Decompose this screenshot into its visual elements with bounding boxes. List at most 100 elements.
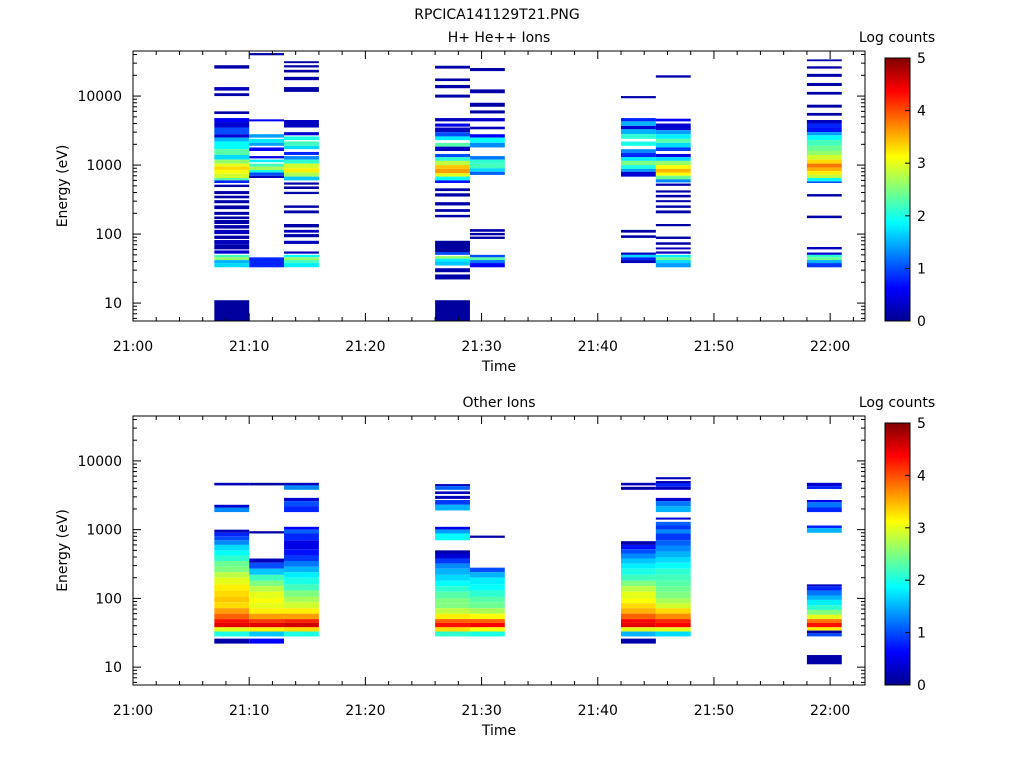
energy-bin	[655, 205, 691, 208]
energy-bin	[214, 240, 250, 245]
energy-bin	[435, 603, 470, 609]
energy-bin	[435, 586, 470, 592]
energy-bin	[655, 118, 691, 122]
energy-bin	[435, 168, 470, 174]
energy-bin	[469, 137, 505, 143]
energy-bin	[214, 257, 250, 261]
energy-bin	[621, 229, 656, 233]
energy-bin	[284, 229, 319, 233]
energy-bin	[806, 590, 842, 596]
energy-bin	[655, 580, 691, 587]
energy-bin	[806, 140, 842, 146]
energy-bin	[435, 240, 470, 252]
energy-bin	[621, 168, 656, 172]
y-axis-label: Energy (eV)	[55, 509, 71, 592]
energy-bin	[435, 484, 470, 487]
energy-bin	[284, 254, 319, 258]
energy-bin	[806, 252, 842, 255]
energy-bin	[621, 96, 656, 99]
energy-bin	[469, 619, 505, 623]
energy-bin	[214, 225, 250, 229]
energy-bin	[806, 254, 842, 258]
energy-bin	[655, 130, 691, 135]
energy-bin	[284, 205, 319, 208]
energy-bin	[214, 235, 250, 239]
energy-bin	[284, 540, 319, 550]
energy-bin	[214, 561, 250, 567]
energy-bin	[655, 190, 691, 193]
energy-bin	[214, 154, 250, 160]
energy-bin	[284, 76, 319, 81]
energy-bin	[435, 188, 470, 192]
x-tick-label: 21:30	[461, 703, 501, 719]
colorbar-tick-label: 2	[917, 573, 926, 589]
energy-bin	[214, 263, 250, 268]
energy-bin	[214, 163, 250, 167]
energy-bin	[655, 622, 691, 628]
colorbar-tick-label: 3	[917, 521, 926, 537]
energy-bin	[214, 254, 250, 258]
energy-bin	[284, 561, 319, 567]
energy-bin	[655, 153, 691, 158]
energy-bin	[655, 477, 691, 480]
energy-bin	[806, 82, 842, 86]
energy-bin	[469, 171, 505, 175]
energy-bin	[249, 574, 285, 581]
energy-bin	[214, 65, 250, 69]
time-column	[621, 482, 656, 644]
energy-bin	[621, 134, 656, 139]
energy-bin	[469, 142, 505, 148]
energy-bin	[284, 485, 319, 490]
energy-bin	[621, 125, 656, 130]
energy-bin	[469, 608, 505, 614]
energy-bin	[435, 574, 470, 581]
energy-bin	[249, 169, 285, 173]
energy-bin	[435, 500, 470, 505]
energy-bin	[284, 163, 319, 169]
energy-bin	[249, 142, 285, 146]
energy-bin	[435, 550, 470, 554]
energy-bin	[655, 517, 691, 520]
energy-bin	[284, 224, 319, 228]
energy-bin	[655, 260, 691, 264]
energy-bin	[249, 638, 285, 644]
energy-bin	[249, 591, 285, 599]
energy-bin	[655, 598, 691, 604]
energy-bin	[655, 142, 691, 148]
energy-bin	[655, 481, 691, 484]
energy-bin	[214, 507, 250, 513]
figure-title: RPCICA141129T21.PNG	[414, 7, 579, 23]
energy-bin	[655, 557, 691, 563]
energy-bin	[284, 172, 319, 177]
x-tick-label: 21:20	[345, 703, 385, 719]
energy-bin	[806, 619, 842, 623]
time-column	[214, 482, 250, 644]
energy-bin	[806, 150, 842, 155]
energy-bin	[621, 152, 656, 158]
energy-bin	[435, 533, 470, 541]
energy-bin	[214, 555, 250, 561]
energy-bin	[249, 631, 285, 637]
energy-bin	[469, 622, 505, 628]
energy-bin	[284, 251, 319, 254]
energy-bin	[435, 608, 470, 614]
energy-bin	[655, 529, 691, 534]
energy-bin	[435, 631, 470, 637]
time-column	[621, 96, 656, 264]
energy-bin	[284, 506, 319, 513]
energy-bin	[621, 580, 656, 587]
energy-bin	[214, 590, 250, 597]
energy-bin	[249, 531, 285, 534]
energy-bin	[214, 220, 250, 224]
energy-bin	[435, 252, 470, 255]
energy-bin	[655, 574, 691, 581]
energy-bin	[214, 177, 250, 181]
energy-bin	[806, 500, 842, 503]
energy-bin	[214, 627, 250, 632]
x-tick-label: 21:30	[461, 339, 501, 355]
energy-bin	[284, 69, 319, 73]
energy-bin	[249, 257, 285, 268]
energy-bin	[249, 53, 285, 56]
time-column	[249, 53, 285, 268]
